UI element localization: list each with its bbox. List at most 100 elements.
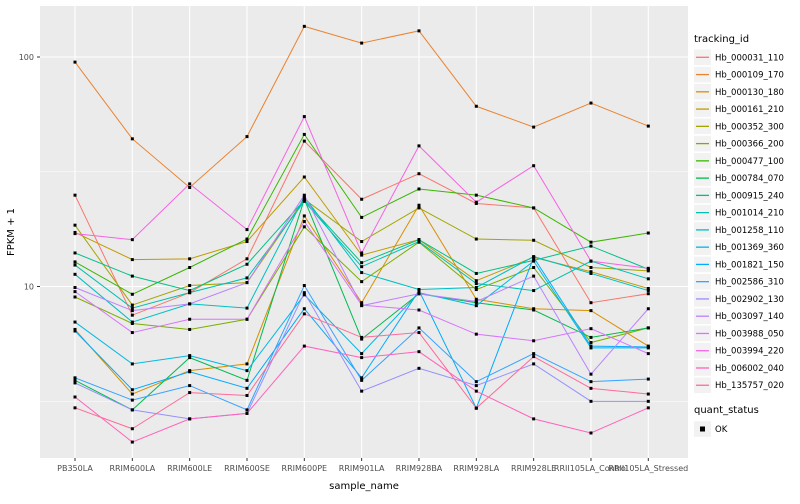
data-point-marker bbox=[474, 286, 478, 289]
data-point-marker bbox=[130, 392, 134, 396]
legend-item-Hb_000130_180: Hb_000130_180 bbox=[694, 84, 784, 100]
data-point-marker bbox=[73, 286, 77, 289]
data-point-marker bbox=[130, 398, 134, 402]
gridlines-minor bbox=[40, 171, 688, 402]
data-point-marker bbox=[589, 341, 593, 345]
data-point-marker bbox=[130, 331, 134, 335]
legend-item-label: Hb_001821_150 bbox=[715, 260, 784, 270]
data-point-marker bbox=[532, 352, 536, 356]
y-tick-label: 10 bbox=[24, 283, 34, 292]
data-point-marker bbox=[302, 344, 306, 348]
data-point-marker bbox=[646, 326, 650, 330]
data-point-marker bbox=[73, 272, 77, 276]
data-point-marker bbox=[245, 257, 249, 261]
x-tick-label: RRIM600LA bbox=[109, 464, 155, 473]
data-point-marker bbox=[474, 193, 478, 197]
data-point-marker bbox=[474, 300, 478, 304]
data-point-marker bbox=[73, 260, 77, 264]
legend-item-Hb_000366_200: Hb_000366_200 bbox=[694, 135, 784, 152]
data-point-marker bbox=[130, 313, 134, 317]
x-tick-label: RRIM600LE bbox=[167, 464, 212, 473]
data-point-marker bbox=[360, 303, 364, 307]
data-point-marker bbox=[532, 362, 536, 366]
data-point-marker bbox=[589, 240, 593, 244]
data-point-marker bbox=[188, 291, 192, 295]
legend-item-label: Hb_000161_210 bbox=[715, 105, 784, 115]
data-point-marker bbox=[188, 284, 192, 288]
data-point-marker bbox=[360, 389, 364, 393]
data-point-marker bbox=[302, 293, 306, 297]
data-point-marker bbox=[302, 195, 306, 199]
data-point-marker bbox=[302, 175, 306, 179]
legend-title-quant-status: quant_status bbox=[694, 405, 759, 416]
data-point-marker bbox=[417, 350, 421, 354]
series-markers bbox=[73, 24, 650, 444]
data-point-marker bbox=[417, 240, 421, 244]
legend-item-Hb_003988_050: Hb_003988_050 bbox=[694, 325, 784, 342]
data-point-marker bbox=[474, 279, 478, 283]
data-point-marker bbox=[245, 135, 249, 139]
y-tick-label: 100 bbox=[19, 53, 34, 62]
data-point-marker bbox=[302, 214, 306, 218]
data-point-marker bbox=[360, 378, 364, 382]
legend-quant-status: quant_status OK bbox=[694, 405, 759, 437]
data-point-marker bbox=[73, 327, 77, 331]
data-point-marker bbox=[532, 164, 536, 168]
data-point-marker bbox=[417, 172, 421, 176]
data-point-marker bbox=[130, 427, 134, 431]
data-point-marker bbox=[589, 301, 593, 305]
legend-item-Hb_000352_300: Hb_000352_300 bbox=[694, 118, 784, 135]
data-point-marker bbox=[360, 261, 364, 265]
data-point-marker bbox=[302, 291, 306, 295]
data-point-marker bbox=[245, 378, 249, 382]
data-point-marker bbox=[73, 329, 77, 333]
data-point-marker bbox=[302, 24, 306, 28]
data-point-marker bbox=[73, 406, 77, 410]
data-point-marker bbox=[474, 271, 478, 275]
legend-item-label: Hb_000031_110 bbox=[715, 53, 784, 63]
data-point-marker bbox=[130, 292, 134, 296]
data-point-marker bbox=[589, 327, 593, 331]
data-point-marker bbox=[646, 399, 650, 403]
x-tick-label: RRII105LA_Control bbox=[554, 464, 628, 473]
legend-item-Hb_003097_140: Hb_003097_140 bbox=[694, 308, 784, 324]
data-point-marker bbox=[417, 366, 421, 370]
data-point-marker bbox=[302, 139, 306, 143]
data-point-marker bbox=[417, 144, 421, 148]
data-point-marker bbox=[245, 240, 249, 244]
data-point-marker bbox=[646, 124, 650, 128]
data-point-marker bbox=[245, 237, 249, 241]
data-point-marker bbox=[188, 384, 192, 388]
data-point-marker bbox=[245, 276, 249, 280]
data-point-marker bbox=[73, 251, 77, 255]
data-point-marker bbox=[73, 193, 77, 197]
legend-item-label: Hb_000109_170 bbox=[715, 71, 784, 81]
data-point-marker bbox=[130, 238, 134, 242]
data-point-marker bbox=[360, 41, 364, 45]
data-point-marker bbox=[646, 406, 650, 410]
legend-item-label: Hb_000915_240 bbox=[715, 191, 784, 201]
legend-item-Hb_000109_170: Hb_000109_170 bbox=[694, 66, 784, 83]
legend-item-Hb_003994_220: Hb_003994_220 bbox=[694, 342, 784, 359]
data-point-marker bbox=[589, 270, 593, 274]
data-point-marker bbox=[646, 345, 650, 349]
data-point-marker bbox=[646, 352, 650, 356]
x-axis-tick-labels: PB350LA RRIM600LA RRIM600LE RRIM600SE RRIM60… bbox=[57, 464, 688, 473]
data-point-marker bbox=[417, 187, 421, 191]
legend-item-Hb_000784_070: Hb_000784_070 bbox=[694, 170, 784, 186]
data-point-marker bbox=[646, 392, 650, 396]
x-axis-title: sample_name bbox=[329, 481, 399, 492]
x-tick-label: RRIM600PE bbox=[282, 464, 328, 473]
legend-item-label: OK bbox=[715, 425, 728, 435]
data-point-marker bbox=[646, 287, 650, 291]
x-tick-label: RRIM901LA bbox=[339, 464, 385, 473]
data-point-marker bbox=[417, 29, 421, 33]
legend-item-label: Hb_000784_070 bbox=[715, 174, 784, 184]
legend-item-label: Hb_135757_020 bbox=[715, 381, 784, 391]
data-point-marker bbox=[302, 199, 306, 203]
data-point-marker bbox=[474, 332, 478, 336]
data-point-marker bbox=[73, 395, 77, 399]
legend-item-label: Hb_003097_140 bbox=[715, 312, 784, 322]
data-point-marker bbox=[245, 306, 249, 310]
legend-item-Hb_000477_100: Hb_000477_100 bbox=[694, 153, 784, 169]
